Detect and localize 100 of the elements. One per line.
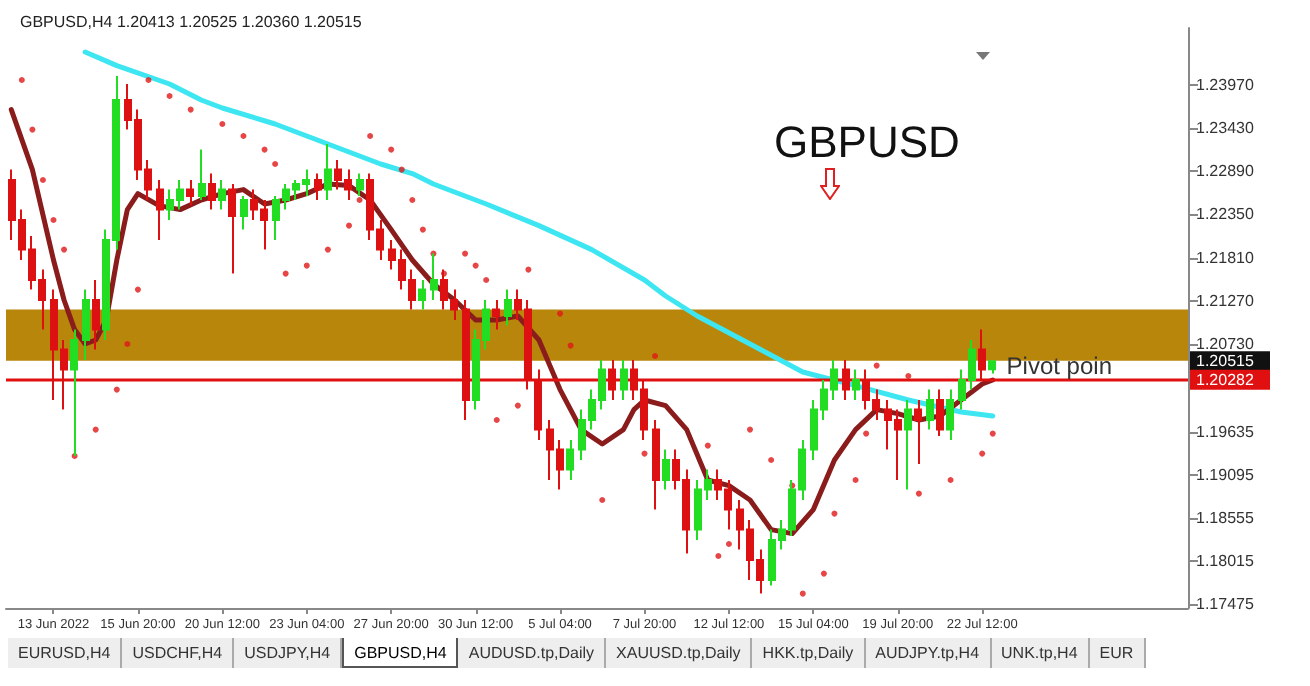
point: [725, 541, 732, 547]
point: [29, 126, 36, 133]
candlestick: [914, 399, 922, 465]
point: [113, 386, 120, 393]
point: [92, 426, 99, 433]
candlestick: [198, 148, 206, 201]
point: [989, 430, 996, 437]
point: [240, 133, 247, 139]
point: [905, 373, 912, 379]
point: [514, 402, 521, 409]
text: USDCHF,H4: [122, 638, 235, 668]
point: [187, 106, 194, 113]
point: [768, 457, 775, 463]
point: [50, 217, 57, 223]
text: EUR: [1089, 638, 1146, 668]
point: [493, 417, 500, 423]
candlestick: [324, 143, 332, 201]
point: [747, 426, 754, 433]
candlestick: [852, 368, 860, 401]
point: [915, 490, 922, 497]
candlestick: [936, 388, 944, 437]
point: [409, 197, 416, 203]
point: [166, 93, 173, 99]
candlestick: [620, 359, 628, 401]
text: UNK.tp,H4: [991, 638, 1090, 668]
candlestick: [228, 183, 236, 275]
point: [820, 570, 827, 577]
point: [525, 266, 532, 273]
text: AUDUSD.tp,Daily: [458, 638, 607, 668]
y-tick-label: 1.18015: [1196, 552, 1255, 571]
point: [324, 246, 331, 253]
candlestick: [82, 288, 90, 361]
text: 1.20282: [1196, 370, 1255, 389]
point: [599, 497, 606, 503]
line-series: [82, 49, 996, 419]
candlestick: [208, 172, 216, 211]
text: HKK.tp,Daily: [752, 638, 866, 668]
text: XAUUSD.tp,Daily: [606, 638, 753, 668]
candlestick: [418, 279, 426, 311]
y-tick-label: 1.17475: [1196, 595, 1255, 614]
point: [282, 270, 289, 277]
point: [398, 166, 405, 173]
point: [303, 262, 310, 269]
point: [261, 146, 268, 153]
candlestick: [652, 419, 660, 511]
point: [356, 197, 363, 203]
point: [18, 77, 25, 83]
candlestick: [504, 288, 512, 327]
candlestick: [92, 279, 100, 351]
point: [947, 477, 954, 483]
point: [219, 121, 226, 127]
point: [704, 442, 711, 449]
text: GBPUSD,H4: [342, 638, 459, 668]
point: [367, 133, 374, 139]
point: [873, 362, 880, 369]
y-tick-label: 1.22890: [1196, 162, 1255, 181]
candlestick: [904, 399, 912, 491]
y-tick-label: 1.19635: [1196, 422, 1255, 441]
point: [979, 450, 986, 457]
text: GBPUSD: [774, 117, 960, 167]
candlestick: [356, 172, 364, 197]
point: [134, 286, 141, 293]
point: [715, 553, 722, 559]
point: [567, 342, 574, 349]
y-tick-label: 1.20730: [1196, 335, 1255, 353]
candlestick: [662, 448, 670, 491]
y-tick-label: 1.23970: [1196, 75, 1255, 94]
text: EURUSD,H4: [8, 638, 123, 668]
point: [831, 510, 838, 517]
candlestick: [946, 388, 954, 441]
point: [145, 77, 152, 83]
point: [124, 341, 131, 347]
candlestick: [492, 299, 500, 331]
y-tick-label: 1.22350: [1196, 205, 1255, 224]
y-tick-label: 1.18555: [1196, 509, 1255, 527]
point: [419, 226, 426, 233]
point: [799, 590, 806, 597]
point: [472, 262, 479, 269]
point: [652, 353, 659, 359]
point: [852, 477, 859, 483]
point: [39, 177, 46, 183]
point: [557, 310, 564, 317]
point: [388, 146, 395, 153]
y-tick-label: 1.19095: [1196, 465, 1255, 484]
y-tick-label: 1.21270: [1196, 291, 1255, 310]
y-tick-label: 1.21810: [1196, 248, 1255, 267]
point: [272, 161, 279, 167]
candlestick: [314, 172, 322, 201]
candlestick: [156, 179, 164, 241]
chart-subtitle: GBPUSD,H4 1.20413 1.20525 1.20360 1.20515: [20, 13, 363, 31]
text: 1.20515: [1196, 352, 1255, 371]
candlestick: [566, 439, 574, 481]
point: [462, 250, 469, 257]
text: USDJPY,H4: [234, 638, 343, 668]
candlestick: [218, 179, 226, 211]
point: [61, 246, 68, 253]
text: AUDJPY.tp,H4: [865, 638, 992, 668]
candlestick: [240, 195, 248, 231]
candlestick: [926, 388, 934, 431]
y-tick-label: 1.23430: [1196, 119, 1255, 137]
